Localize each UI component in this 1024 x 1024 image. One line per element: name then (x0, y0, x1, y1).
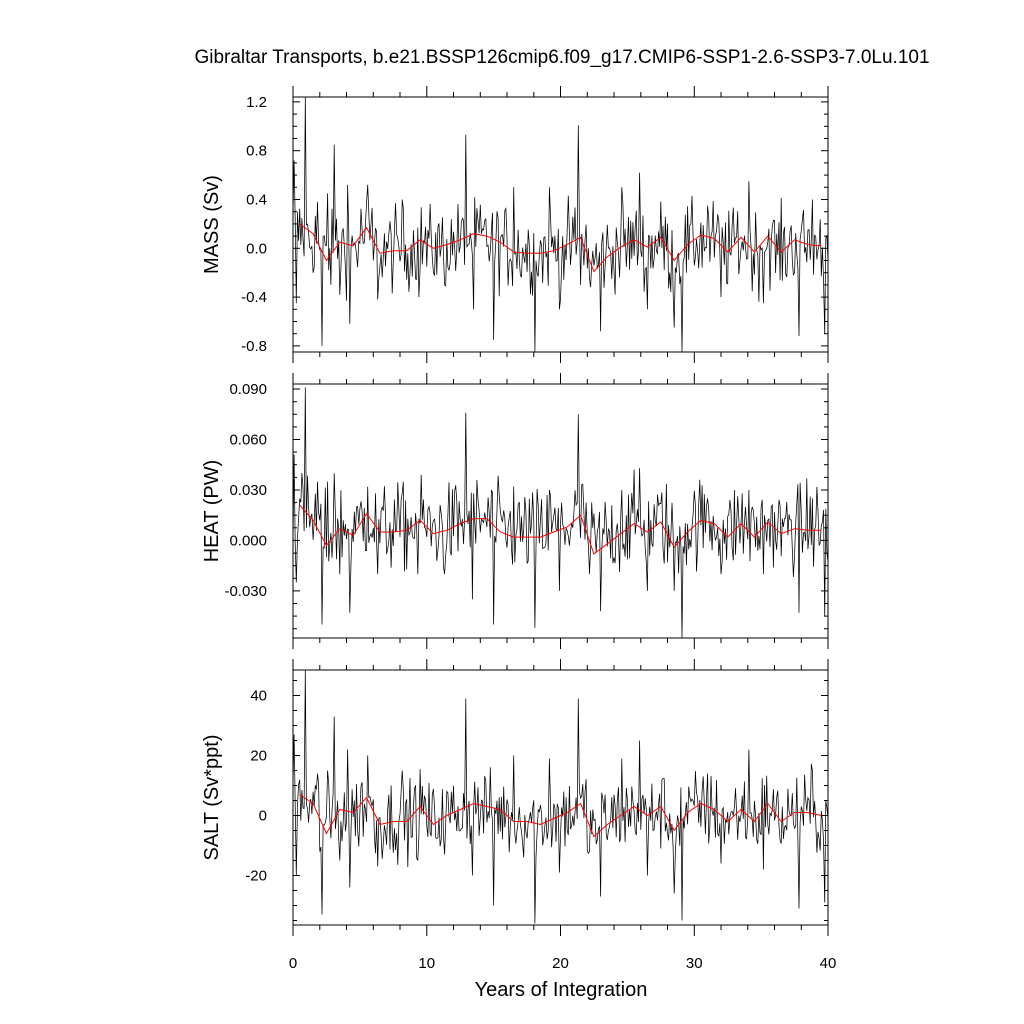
y-tick-label: -0.030 (224, 583, 267, 600)
y-axis-label: HEAT (PW) (201, 460, 223, 563)
y-tick-label: 0.000 (229, 532, 267, 549)
panel-2: -0.030 0.000 0.030 0.060 0.090 HEAT (PW) (201, 373, 829, 649)
x-tick-label: 0 (289, 955, 297, 972)
plot-frame (292, 383, 829, 639)
x-tick-label: 10 (418, 955, 435, 972)
x-axis-label: Years of Integration (475, 979, 648, 1001)
panel-1: -0.8 -0.4 0.0 0.4 0.8 1.2 MASS (Sv) (201, 86, 829, 363)
chart-title: Gibraltar Transports, b.e21.BSSP126cmip6… (194, 47, 930, 68)
y-tick-label: 0.060 (229, 432, 267, 449)
y-axis-label: SALT (Sv*ppt) (201, 735, 223, 861)
y-tick-label: 1.2 (246, 94, 267, 111)
y-tick-label: -0.4 (241, 289, 267, 306)
x-tick-label: 20 (552, 955, 569, 972)
plot-frame (292, 96, 829, 353)
y-tick-label: 0.090 (229, 381, 267, 398)
monthly-series-line (292, 669, 829, 924)
y-tick-label: 0.030 (229, 482, 267, 499)
x-tick-label: 30 (686, 955, 703, 972)
monthly-series-line (292, 387, 829, 639)
y-tick-label: -0.8 (241, 338, 267, 355)
annual-mean-line (299, 223, 822, 273)
annual-mean-line (299, 504, 822, 555)
y-tick-label: -20 (245, 868, 267, 885)
y-tick-label: 0.8 (246, 143, 267, 160)
annual-mean-line (299, 794, 822, 838)
monthly-series-line (292, 96, 829, 353)
y-tick-label: 0.0 (246, 240, 267, 257)
panel-3: -20 0 20 40 0 10 20 30 40 SALT (Sv*ppt) (201, 659, 836, 972)
y-tick-label: 0 (259, 808, 267, 825)
x-tick-label: 40 (820, 955, 837, 972)
y-tick-label: 0.4 (246, 191, 267, 208)
y-tick-label: 20 (250, 748, 267, 765)
y-tick-label: 40 (250, 688, 267, 705)
y-axis-label: MASS (Sv) (201, 175, 223, 274)
